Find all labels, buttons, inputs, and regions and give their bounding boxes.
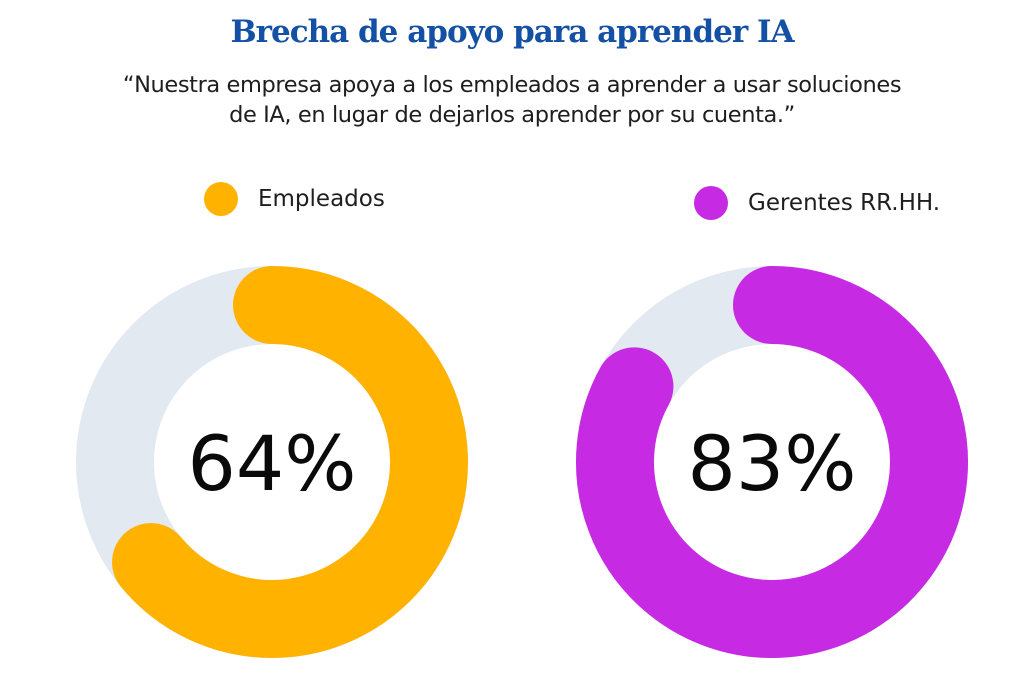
subtitle-line-1: “Nuestra empresa apoya a los empleados a… [122, 72, 902, 98]
donut-value-label: 64% [188, 419, 357, 508]
donut-1: 64% [76, 266, 468, 658]
donut-arc [112, 266, 468, 658]
subtitle-line-2: de IA, en lugar de dejarlos aprender por… [229, 102, 795, 128]
legend-item-empleados: Empleados [204, 182, 385, 216]
donut-arc [576, 266, 968, 658]
legend-label: Empleados [258, 186, 385, 212]
legend-swatch [204, 182, 238, 216]
chart-title: Brecha de apoyo para aprender IA [230, 14, 794, 50]
chart-subtitle: “Nuestra empresa apoya a los empleados a… [0, 70, 1024, 130]
legend-label: Gerentes RR.HH. [748, 190, 941, 216]
legend-swatch [694, 186, 728, 220]
donut-value-label: 83% [688, 419, 857, 508]
legend-item-gerentes: Gerentes RR.HH. [694, 186, 940, 220]
donut-2: 83% [576, 266, 968, 658]
